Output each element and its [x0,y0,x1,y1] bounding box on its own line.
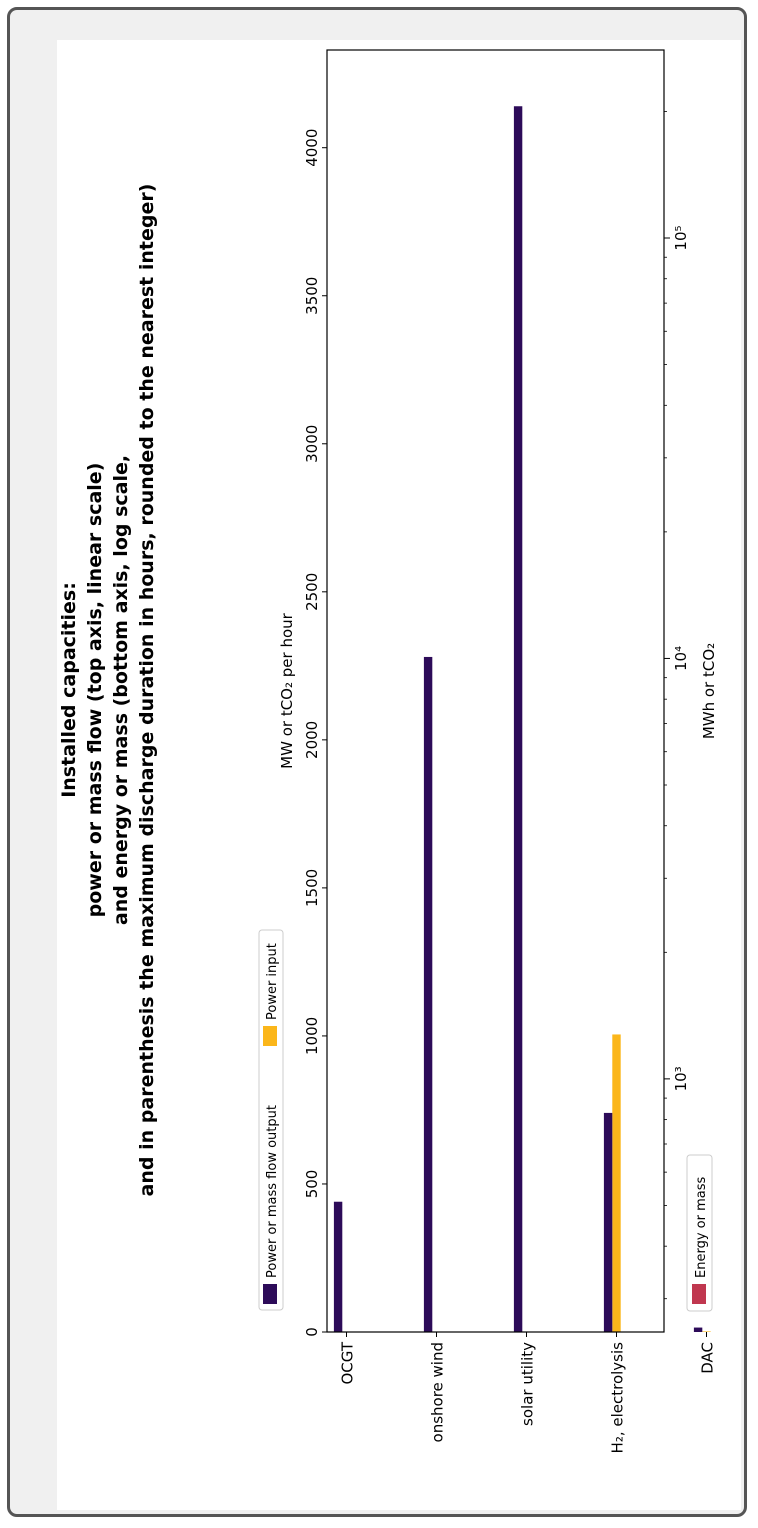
legend-label-energy: Energy or mass [694,1177,709,1278]
category-label: H₂, electrolysis [609,1342,627,1454]
bar-power-input [612,1034,621,1332]
power-tick-label: 3500 [303,277,321,315]
power-tick-label: 2500 [303,573,321,611]
window-frame [7,7,747,1517]
plot-frame [326,49,665,1333]
category-label: DAC [699,1342,717,1374]
bar-power-output [603,1112,613,1332]
power-tick-label: 0 [303,1327,321,1337]
legend-energy: Energy or mass [686,1154,713,1312]
category-label: OCGT [339,1341,357,1384]
legend-label-input: Power input [265,943,280,1020]
legend-label-output: Power or mass flow output [265,1105,280,1278]
title-line: power or mass flow (top axis, linear sca… [84,463,106,918]
bar-power-output [513,106,523,1332]
energy-tick-label: 10⁴ [672,646,690,671]
title-line: and in parenthesis the maximum discharge… [136,184,158,1197]
chart-title: Installed capacities: power or mass flow … [58,184,158,1197]
energy-tick-label: 10³ [672,1066,690,1091]
energy-axis-label: MWh or tCO₂ [700,643,718,739]
category-axis: OCGT onshore wind solar utility H₂, electro… [339,1332,717,1454]
power-tick-label: 2000 [303,721,321,759]
legend-swatch-output [263,1284,277,1304]
power-tick-label: 500 [303,1170,321,1199]
energy-tick-label: 10⁵ [672,225,690,250]
bars-layer [333,106,711,1332]
category-label: solar utility [519,1342,537,1426]
bar-power-output [333,1201,343,1332]
bar-power-output [423,656,433,1332]
legend-power: Power or mass flow output Power input [258,929,284,1311]
power-tick-label: 3000 [303,425,321,463]
title-line: Installed capacities: [58,582,80,798]
power-axis: 0 500 1000 1500 2000 2500 3000 3500 4000 [303,129,327,1337]
power-tick-label: 1500 [303,869,321,907]
legend-box [686,1154,713,1312]
bar-power-output [693,1327,703,1332]
legend-box [258,929,284,1311]
category-label: onshore wind [429,1342,447,1442]
title-line: and energy or mass (bottom axis, log sca… [110,455,132,925]
legend-swatch-input [263,1026,277,1046]
bar-power-input [702,1331,711,1332]
energy-axis: 10³ 10⁴ 10⁵ [664,111,690,1300]
power-tick-label: 1000 [303,1017,321,1055]
power-axis-label: MW or tCO₂ per hour [278,612,296,768]
legend-swatch-energy [692,1284,706,1304]
power-tick-label: 4000 [303,129,321,167]
figure-panel [57,40,741,1510]
